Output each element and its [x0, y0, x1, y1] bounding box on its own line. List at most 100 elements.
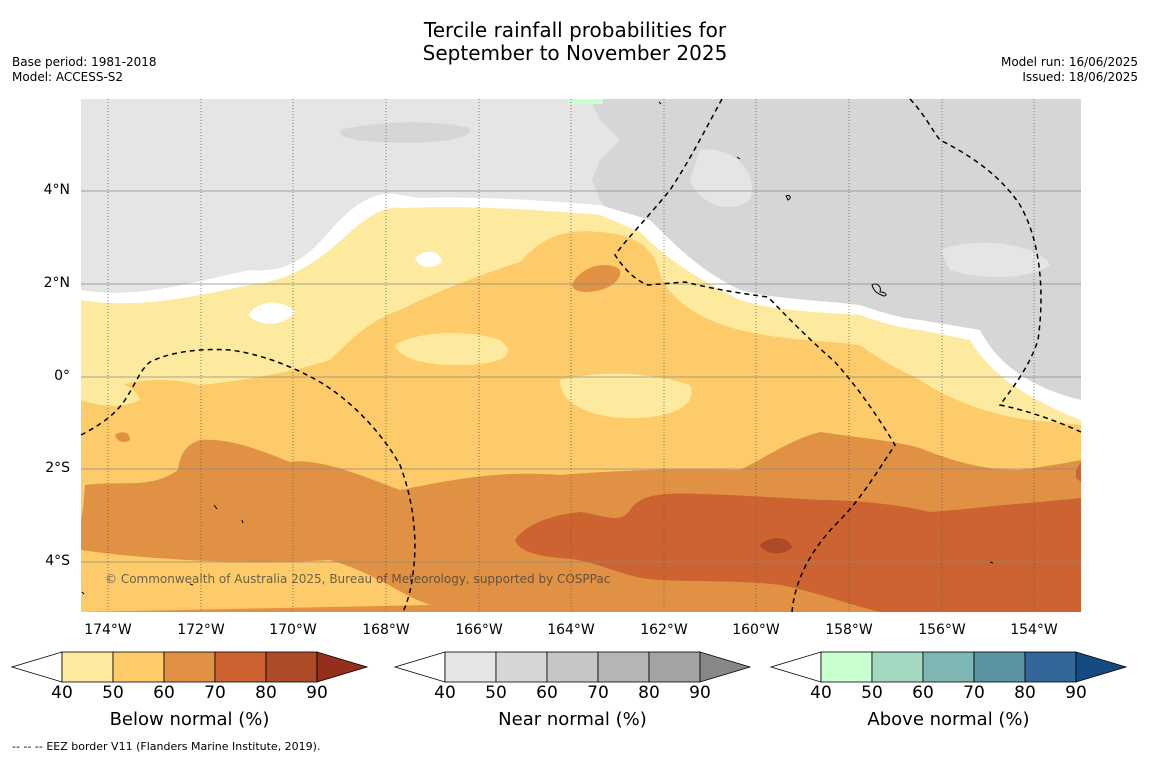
legend-segment	[820, 651, 873, 683]
legend-segment	[871, 651, 924, 683]
eez-legend-text: EEZ border V11 (Flanders Marine Institut…	[46, 740, 321, 753]
legend-bars	[10, 651, 1128, 683]
legend-segment	[163, 651, 216, 683]
legend-tick-label: 60	[912, 683, 934, 703]
lon-label: 168°W	[362, 622, 410, 638]
legend-segment	[265, 651, 318, 683]
lon-label: 158°W	[825, 622, 873, 638]
lon-label: 166°W	[455, 622, 503, 638]
lon-label: 174°W	[84, 622, 132, 638]
legend-tick-label: 70	[204, 683, 226, 703]
lon-label: 156°W	[918, 622, 966, 638]
island	[658, 101, 662, 105]
model-run: Model run: 16/06/2025	[1000, 55, 1138, 69]
legend-tick-label: 90	[306, 683, 328, 703]
legend-tick-label: 80	[1014, 683, 1036, 703]
title-line-2: September to November 2025	[422, 41, 728, 65]
island	[81, 591, 85, 595]
legend-segment	[546, 651, 599, 683]
meta-right: Model run: 16/06/2025 Issued: 18/06/2025	[1001, 55, 1138, 85]
near-normal-50-patch	[339, 122, 471, 143]
legend-tick-label: 70	[587, 683, 609, 703]
legend-tick-label: 50	[861, 683, 883, 703]
white-hole-2	[415, 251, 442, 267]
lon-label: 170°W	[269, 622, 317, 638]
lat-label: 4°N	[43, 182, 70, 198]
eez-line-west	[80, 348, 416, 613]
legend-arrow-low	[769, 651, 822, 683]
legend-tick-label: 50	[102, 683, 124, 703]
lon-label: 160°W	[732, 622, 780, 638]
copyright-notice: © Commonwealth of Australia 2025, Bureau…	[105, 572, 611, 586]
legend-tick-label: 40	[434, 683, 456, 703]
title-line-1: Tercile rainfall probabilities for	[423, 18, 727, 42]
map-grid	[81, 99, 1081, 612]
eez-borders	[80, 98, 1082, 613]
legend-tick-label: 70	[963, 683, 985, 703]
legend-segment	[922, 651, 975, 683]
below-normal-40-patch	[395, 333, 508, 366]
legend-segment	[61, 651, 114, 683]
issued-date: Issued: 18/06/2025	[1022, 70, 1138, 84]
below-normal-50-south	[81, 550, 430, 612]
white-hole	[248, 302, 295, 324]
legend-title: Below normal (%)	[109, 709, 270, 730]
legend-tick-label: 90	[1065, 683, 1087, 703]
islands	[81, 101, 994, 595]
lon-label: 154°W	[1010, 622, 1058, 638]
legend-tick-label: 40	[810, 683, 832, 703]
eez-legend-marker: -- -- --	[12, 740, 43, 753]
lat-label: 2°N	[43, 275, 70, 291]
legend-arrow-low	[393, 651, 446, 683]
legend-colorbar	[393, 651, 752, 683]
legend-segment	[112, 651, 165, 683]
legend-tick-label: 90	[689, 683, 711, 703]
lat-label: 2°S	[45, 460, 70, 476]
lat-label: 0°	[54, 368, 70, 384]
island	[989, 561, 994, 564]
above-normal-patch	[568, 99, 603, 104]
lon-label: 162°W	[640, 622, 688, 638]
legend-title: Above normal (%)	[867, 709, 1030, 730]
legend-tick-label: 60	[536, 683, 558, 703]
lon-label: 172°W	[177, 622, 225, 638]
legend-colorbar	[10, 651, 369, 683]
legend-segment	[648, 651, 701, 683]
island	[213, 504, 218, 510]
model-name: Model: ACCESS-S2	[12, 70, 124, 84]
legend-arrow-high	[699, 651, 752, 683]
base-period: Base period: 1981-2018	[12, 55, 157, 69]
legend-tick-label: 60	[153, 683, 175, 703]
legend-colorbar	[769, 651, 1128, 683]
below-normal-70-region	[515, 493, 1081, 612]
below-normal-60-patch	[115, 432, 130, 443]
legend-title: Near normal (%)	[498, 709, 647, 730]
probability-field	[81, 99, 1081, 612]
meta-left: Base period: 1981-2018 Model: ACCESS-S2	[12, 55, 157, 85]
legend-arrow-high	[1075, 651, 1128, 683]
chart-title: Tercile rainfall probabilities for Septe…	[0, 19, 1150, 65]
near-normal-40-patch-2	[940, 242, 1050, 277]
legend-segment	[973, 651, 1026, 683]
legend-segment	[495, 651, 548, 683]
island	[189, 583, 194, 586]
legend-arrow-high	[316, 651, 369, 683]
below-normal-60-patch-2	[572, 265, 621, 293]
eez-line-central	[614, 98, 896, 613]
below-normal-40-patch-2	[560, 373, 692, 419]
below-normal-70-edge	[1076, 462, 1081, 482]
legend-tick-label: 80	[255, 683, 277, 703]
lon-label: 164°W	[547, 622, 595, 638]
legend-segment	[214, 651, 267, 683]
legend-tick-label: 80	[638, 683, 660, 703]
island	[241, 519, 244, 524]
eez-line-east	[909, 98, 1082, 433]
lat-label: 4°S	[45, 553, 70, 569]
legend-tick-label: 50	[485, 683, 507, 703]
near-normal-40-patch	[690, 149, 752, 208]
island	[785, 195, 791, 201]
below-normal-80-patch	[760, 538, 792, 554]
legend-segment	[597, 651, 650, 683]
island	[871, 283, 887, 297]
